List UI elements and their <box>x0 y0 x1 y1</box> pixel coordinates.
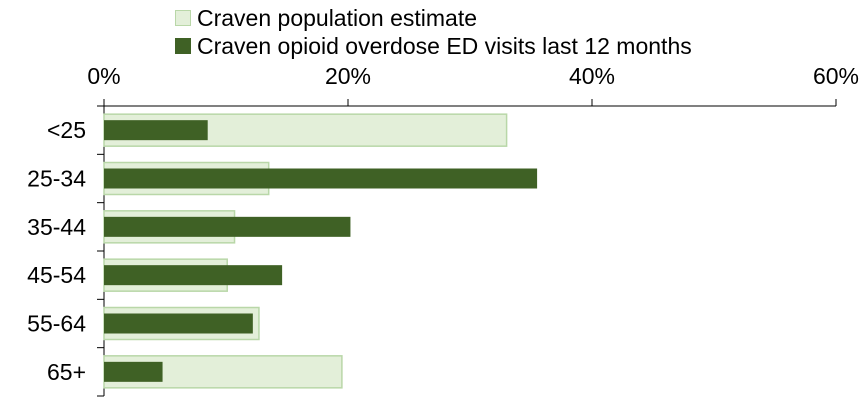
x-tick-label: 60% <box>813 63 859 89</box>
legend: Craven population estimate Craven opioid… <box>175 4 692 60</box>
y-category-label: 55-64 <box>27 311 86 337</box>
y-category-label: 25-34 <box>27 166 86 192</box>
y-category-label: 65+ <box>47 359 86 385</box>
y-category-label: 35-44 <box>27 214 86 240</box>
bar-ed-visits <box>104 168 538 189</box>
bar-ed-visits <box>104 265 283 286</box>
bar-ed-visits <box>104 216 351 237</box>
legend-swatch-population <box>175 10 191 26</box>
y-category-label: <25 <box>47 117 86 143</box>
bar-ed-visits <box>104 361 163 382</box>
legend-item-population: Craven population estimate <box>175 4 692 32</box>
legend-item-ed-visits: Craven opioid overdose ED visits last 12… <box>175 32 692 60</box>
bar-ed-visits <box>104 120 208 141</box>
x-tick-label: 40% <box>569 63 615 89</box>
bar-ed-visits <box>104 313 253 334</box>
x-tick-label: 20% <box>325 63 371 89</box>
legend-label-population: Craven population estimate <box>197 4 477 31</box>
legend-swatch-ed-visits <box>175 38 191 54</box>
x-tick-label: 0% <box>87 63 120 89</box>
y-category-label: 45-54 <box>27 262 86 288</box>
legend-label-ed-visits: Craven opioid overdose ED visits last 12… <box>197 32 692 59</box>
